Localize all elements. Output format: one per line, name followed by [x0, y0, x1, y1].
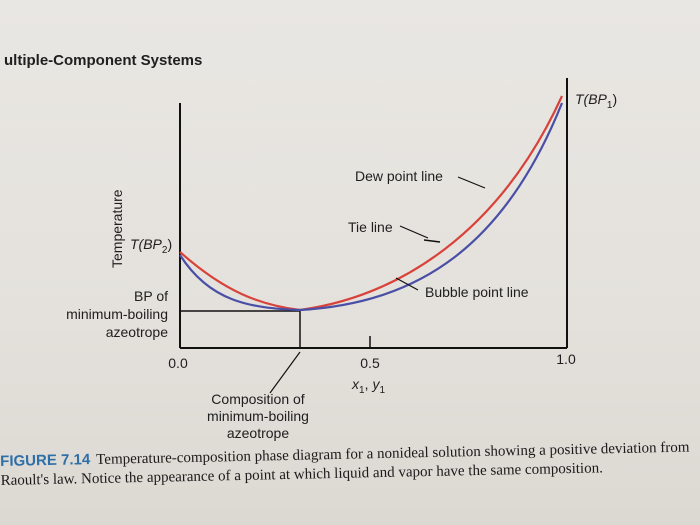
bp-label-line2: minimum-boiling [66, 306, 168, 322]
bp-label-line1: BP of [134, 288, 168, 304]
composition-label-line2: minimum-boiling [207, 408, 309, 424]
bubble-point-curve [179, 102, 564, 312]
tie-leader [399, 225, 429, 239]
tie-line-segment [423, 239, 441, 243]
tbp2-label: T(BP2) [130, 236, 172, 256]
dew-point-curve [179, 95, 564, 312]
composition-label-line1: Composition of [211, 391, 304, 407]
tick-label-1-0: 1.0 [556, 351, 576, 367]
tick-label-0-0: 0.0 [168, 355, 188, 371]
x-axis-variable-label: x1, y1 [351, 376, 385, 396]
bubble-leader [395, 277, 419, 291]
dew-leader [457, 176, 486, 189]
dew-point-label: Dew point line [355, 168, 443, 184]
tie-line-label: Tie line [348, 219, 393, 235]
figure-label: FIGURE 7.14 [0, 451, 91, 470]
tbp1-label: T(BP1) [575, 91, 617, 111]
composition-leader [269, 351, 301, 394]
composition-label-line3: azeotrope [227, 425, 289, 441]
section-header: ultiple-Component Systems [4, 52, 203, 69]
tick-label-0-5: 0.5 [360, 355, 380, 371]
bubble-point-label: Bubble point line [425, 284, 529, 300]
bp-label-line3: azeotrope [106, 324, 168, 340]
y-axis-label: Temperature [109, 189, 125, 268]
